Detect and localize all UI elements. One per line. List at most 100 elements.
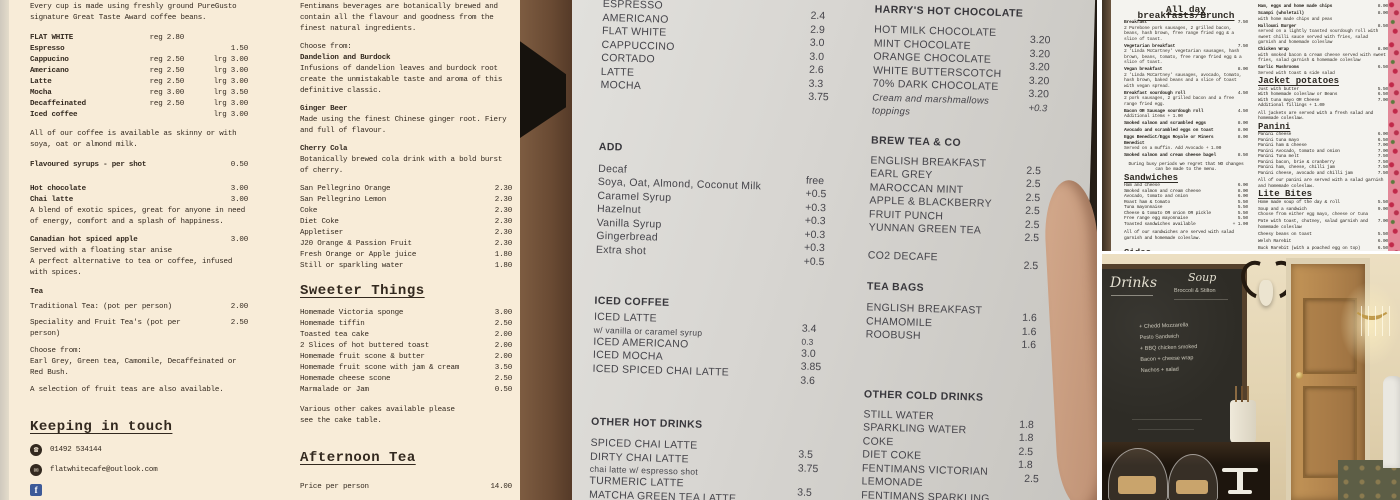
photo-menu-panel: COFFEE ESPRESSO 2.4 AMERICANO 2.9 (520, 0, 1097, 500)
sweets-list: Homemade Victoria sponge 3.00 Homemade t… (300, 308, 512, 396)
cakes-note: Various other cakes available please see… (300, 406, 455, 425)
iced-coffee-list: ICED LATTE 3.4 w/ vanilla or caramel syr… (592, 311, 846, 387)
panini-row: Panini ham & cheese 7.00 (1258, 143, 1388, 148)
sandwich-row: Cheese & tomato OR onion OR pickle 5.50 (1124, 210, 1248, 216)
sandwich-row: Ham and cheese 6.00 (1124, 183, 1248, 188)
spiced-apple-desc: Served with a floating star anise A perf… (30, 247, 233, 277)
coffee-intro: Every cup is made using freshly ground P… (30, 3, 237, 22)
other-cold-drinks-heading: OTHER COLD DRINKS (863, 387, 984, 404)
tea-row: Traditional Tea: (pot per person) 2.00 (30, 303, 248, 311)
lite-bite-item: Buck Rarebit (with a poached egg on top)… (1258, 245, 1388, 251)
sweeter-things-heading: Sweeter Things (300, 283, 425, 299)
coffee-row: Iced coffee lrg 3.00 (30, 111, 248, 119)
syrup-row: Flavoured syrups - per shot 0.50 (30, 161, 248, 169)
coffee-row: Mocha reg 3.00 lrg 3.50 (30, 89, 248, 97)
breakfast-item: Avocado and scrambled eggs on toast 8.00 (1124, 128, 1248, 133)
phone-contact: ☎ 01492 534144 (30, 444, 248, 456)
patterned-carpet (1338, 460, 1400, 500)
mains-item: Garlic Mushrooms 6.50 Served with toast … (1258, 65, 1388, 76)
animal-skull-mount (1234, 254, 1302, 318)
sandwich-row: Toasted sandwiches available + 1.00 (1124, 221, 1248, 227)
sandwich-row: Avocado, tomato and onion 6.00 (1124, 194, 1248, 199)
sweet-row: Homemade cheese scone 2.50 (300, 375, 512, 383)
cake-stand-stem (1237, 472, 1243, 490)
panini-row: Panini cheese, avocado and chilli jam 7.… (1258, 170, 1388, 176)
breakfast-left-column: All day breakfasts/Brunch Breakfast 7.50… (1124, 4, 1248, 251)
chalkboard-line: Nachos + salad (1140, 366, 1179, 374)
panini-row: Panini Avocado, tomato and onion 7.00 (1258, 148, 1388, 154)
email-address: flatwhitecafe@outlook.com (50, 465, 158, 474)
coffee-row: FLAT WHITE reg 2.80 (30, 34, 184, 42)
panini-row: Panini ham, cheese, chilli jam 7.50 (1258, 165, 1388, 170)
mains-item: Scampi (wholetail) 8.00 with home made c… (1258, 11, 1388, 22)
sweet-row: Homemade tiffin 2.50 (300, 320, 512, 328)
chai-row: Chai latte 3.00 (30, 196, 248, 204)
fentimans-intro: Fentimans beverages are botanically brew… (300, 3, 498, 33)
sandwiches-heading: Sandwiches (1124, 172, 1179, 183)
breakfast-item: Eggs Benedict/Eggs Royale or Miners Bene… (1124, 135, 1248, 151)
lite-bite-item: Soup and a sandwich 9.00 Choose from eit… (1258, 206, 1388, 218)
soft-drink-row: Fresh Orange or Apple juice 1.80 (300, 251, 512, 259)
tea-bags-list: ENGLISH BREAKFAST 1.6 CHAMOMILE 1.6 ROOB… (865, 301, 1066, 351)
tea-bags-heading: TEA BAGS (866, 280, 925, 295)
sandwich-row: Tuna mayonnaise 5.50 (1124, 205, 1248, 210)
sweet-row: Toasted tea cake 2.00 (300, 331, 512, 339)
mains-list: Ham, eggs and home made chips 8.00 Scamp… (1258, 4, 1388, 76)
breakfast-item: Smoked salmon and cream cheese bagel 8.5… (1124, 153, 1248, 158)
phone-number: 01492 534144 (50, 445, 102, 454)
photo-menu-left-column: ESPRESSO 2.4 AMERICANO 2.9 FLAT WHITE 3.… (589, 0, 855, 500)
email-icon: ✉ (30, 464, 42, 476)
fentimans-choose: Choose from: (300, 43, 352, 51)
spiced-apple-row: Canadian hot spiced apple 3.00 (30, 236, 248, 244)
sandwich-row: Roast ham & tomato 5.50 (1124, 199, 1248, 205)
menu-left-shadow (1102, 0, 1111, 251)
other-hot-drinks-list: SPICED CHAI LATTE 3.5 DIRTY CHAI LATTE 3… (589, 437, 843, 500)
fentimans-flavour-list: Dandelion and Burdock Infusions of dande… (300, 53, 512, 177)
coffee-row: Decaffeinated reg 2.50 lrg 3.00 (30, 100, 248, 108)
jacket-row: With tuna mayo OR Cheese 7.00 (1258, 97, 1388, 103)
printed-menu-left-column: Every cup is made using freshly ground P… (30, 0, 248, 500)
all-day-breakfast-heading: All day breakfasts/Brunch (1137, 4, 1235, 21)
jacket-row: With homemade coleslaw or Beans 6.50 (1258, 92, 1388, 97)
jacket-row: Additional fillings + 1.00 (1258, 103, 1325, 108)
sandwich-row: Free range egg mayonnaise 5.50 (1124, 216, 1248, 221)
cake-stand-plate (1222, 468, 1258, 472)
soft-drink-row: Still or sparkling water 1.80 (300, 262, 512, 270)
facebook-icon: f (30, 484, 42, 496)
utensil-jar (1230, 400, 1256, 444)
breakfast-item: Smoked salmon and scrambled eggs 8.00 (1124, 121, 1248, 126)
panini-row: Panini tuna mayo 6.50 (1258, 137, 1388, 143)
breakfast-item: Breakfast 7.50 2 Purebone pork sausages,… (1124, 20, 1248, 42)
breakfast-item: Vegan breakfast 8.00 2 'Linda McCartney'… (1124, 67, 1248, 89)
sweet-row: Marmalade or Jam 0.50 (300, 386, 512, 394)
afternoon-tea-row: Price per person 14.00 (300, 483, 512, 491)
facebook-contact: f (30, 484, 248, 496)
breakfast-item-list: Breakfast 7.50 2 Purebone pork sausages,… (1124, 20, 1248, 159)
chalkboard-soup-title: Soup (1188, 271, 1217, 284)
printed-menu-panel: Every cup is made using freshly ground P… (0, 0, 520, 500)
panini-heading: Panini (1258, 121, 1291, 132)
fentimans-flavour: Cherry Cola Botanically brewed cola drin… (300, 145, 503, 175)
tea-heading: Tea (30, 288, 43, 296)
tea-row: Speciality and Fruit Tea's (pot per pers… (30, 319, 248, 338)
wooden-utensils (1233, 386, 1253, 402)
skull-face (1259, 280, 1273, 306)
lite-bite-item: Welsh Rarebit 6.00 (1258, 238, 1388, 244)
panini-row: Panini bacon, brie & cranberry 7.50 (1258, 159, 1388, 165)
tea-note: A selection of fruit teas are also avail… (30, 386, 224, 394)
brew-tea-heading: BREW TEA & CO (870, 133, 962, 149)
jacket-note: All jackets are served with a fresh sala… (1258, 110, 1374, 122)
door-knob (1296, 372, 1303, 379)
breakfast-item: Breakfast sourdough roll 4.50 2 pork sau… (1124, 90, 1248, 107)
soft-drink-row: Coke 2.30 (300, 207, 512, 215)
busy-periods-notice: During busy periods we regret that NO ch… (1128, 161, 1244, 173)
cake (1118, 476, 1156, 494)
sandwiches-note: All of our sandwiches are served with sa… (1124, 230, 1234, 241)
coffee-row: Cappucino reg 2.50 lrg 3.00 (30, 56, 248, 64)
lite-bite-item: Home made soup of the day & roll 5.50 (1258, 199, 1388, 205)
tea-price-list: Traditional Tea: (pot per person) 2.00 S… (30, 302, 248, 340)
lite-bite-item: Cheesy beans on toast 5.50 (1258, 231, 1388, 237)
co2-decafe-row: CO2 DECAFE 2.5 (867, 248, 1039, 272)
sweet-row: Homemade Victoria sponge 3.00 (300, 309, 512, 317)
soft-drink-row: Appletiser 2.30 (300, 229, 512, 237)
